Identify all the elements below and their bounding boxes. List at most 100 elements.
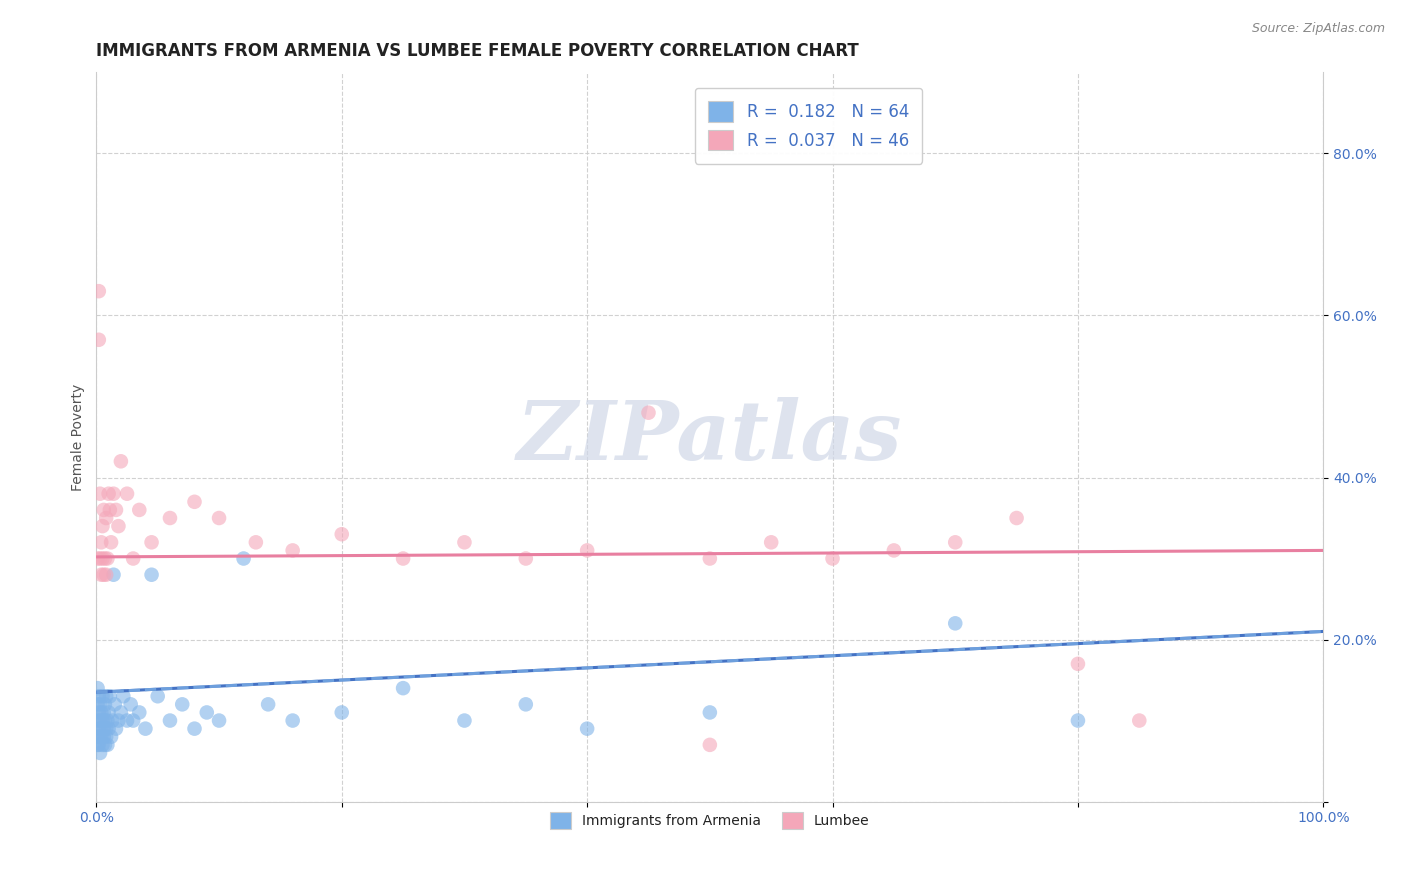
Point bbox=[281, 543, 304, 558]
Point bbox=[94, 714, 117, 728]
Point bbox=[93, 503, 115, 517]
Point bbox=[159, 714, 181, 728]
Point bbox=[128, 706, 150, 720]
Point bbox=[89, 714, 111, 728]
Point bbox=[87, 690, 110, 704]
Point bbox=[115, 486, 138, 500]
Point bbox=[208, 714, 231, 728]
Point bbox=[96, 714, 118, 728]
Point bbox=[91, 738, 114, 752]
Point bbox=[94, 698, 117, 712]
Point bbox=[883, 543, 905, 558]
Point bbox=[90, 730, 112, 744]
Point bbox=[141, 535, 163, 549]
Point bbox=[392, 681, 415, 695]
Point bbox=[330, 527, 353, 541]
Point bbox=[89, 551, 111, 566]
Point bbox=[96, 690, 118, 704]
Point bbox=[172, 698, 194, 712]
Point bbox=[141, 567, 163, 582]
Point bbox=[98, 690, 121, 704]
Point bbox=[699, 738, 721, 752]
Point bbox=[453, 714, 475, 728]
Point bbox=[128, 503, 150, 517]
Point bbox=[86, 738, 108, 752]
Point bbox=[96, 551, 118, 566]
Point bbox=[87, 722, 110, 736]
Point bbox=[89, 730, 111, 744]
Point bbox=[100, 730, 122, 744]
Point bbox=[110, 706, 132, 720]
Point bbox=[761, 535, 783, 549]
Point bbox=[183, 722, 205, 736]
Point bbox=[208, 511, 231, 525]
Point bbox=[330, 706, 353, 720]
Point bbox=[90, 535, 112, 549]
Point bbox=[576, 722, 599, 736]
Point bbox=[89, 746, 111, 760]
Point bbox=[91, 551, 114, 566]
Point bbox=[515, 551, 537, 566]
Point bbox=[120, 698, 142, 712]
Point bbox=[90, 567, 112, 582]
Point bbox=[90, 706, 112, 720]
Point bbox=[91, 519, 114, 533]
Point bbox=[245, 535, 267, 549]
Point bbox=[101, 714, 124, 728]
Point bbox=[699, 706, 721, 720]
Point bbox=[103, 486, 125, 500]
Point bbox=[1067, 714, 1090, 728]
Point bbox=[89, 698, 111, 712]
Point bbox=[821, 551, 844, 566]
Point bbox=[94, 738, 117, 752]
Point bbox=[96, 738, 118, 752]
Point bbox=[87, 284, 110, 298]
Point bbox=[93, 730, 115, 744]
Point bbox=[122, 551, 145, 566]
Point bbox=[87, 706, 110, 720]
Point bbox=[1067, 657, 1090, 671]
Point bbox=[107, 519, 129, 533]
Point bbox=[146, 690, 169, 704]
Point bbox=[90, 722, 112, 736]
Point bbox=[86, 681, 108, 695]
Point bbox=[257, 698, 280, 712]
Point bbox=[87, 333, 110, 347]
Point bbox=[100, 535, 122, 549]
Point bbox=[94, 551, 117, 566]
Point bbox=[86, 551, 108, 566]
Point bbox=[1005, 511, 1028, 525]
Point bbox=[1128, 714, 1150, 728]
Legend: Immigrants from Armenia, Lumbee: Immigrants from Armenia, Lumbee bbox=[544, 806, 875, 835]
Point bbox=[943, 616, 966, 631]
Point bbox=[943, 535, 966, 549]
Point bbox=[96, 730, 118, 744]
Point bbox=[93, 722, 115, 736]
Point bbox=[97, 486, 120, 500]
Point bbox=[699, 551, 721, 566]
Point bbox=[86, 698, 108, 712]
Point bbox=[86, 730, 108, 744]
Point bbox=[112, 690, 135, 704]
Point bbox=[104, 722, 127, 736]
Point bbox=[96, 567, 118, 582]
Point bbox=[89, 486, 111, 500]
Point bbox=[87, 738, 110, 752]
Point bbox=[91, 714, 114, 728]
Point bbox=[103, 567, 125, 582]
Point bbox=[93, 567, 115, 582]
Point bbox=[134, 722, 156, 736]
Point bbox=[107, 714, 129, 728]
Point bbox=[86, 714, 108, 728]
Point bbox=[98, 503, 121, 517]
Point bbox=[576, 543, 599, 558]
Point bbox=[104, 503, 127, 517]
Point bbox=[110, 454, 132, 468]
Text: IMMIGRANTS FROM ARMENIA VS LUMBEE FEMALE POVERTY CORRELATION CHART: IMMIGRANTS FROM ARMENIA VS LUMBEE FEMALE… bbox=[97, 42, 859, 60]
Point bbox=[159, 511, 181, 525]
Point bbox=[91, 690, 114, 704]
Point bbox=[93, 706, 115, 720]
Y-axis label: Female Poverty: Female Poverty bbox=[72, 384, 86, 491]
Point bbox=[97, 722, 120, 736]
Point bbox=[281, 714, 304, 728]
